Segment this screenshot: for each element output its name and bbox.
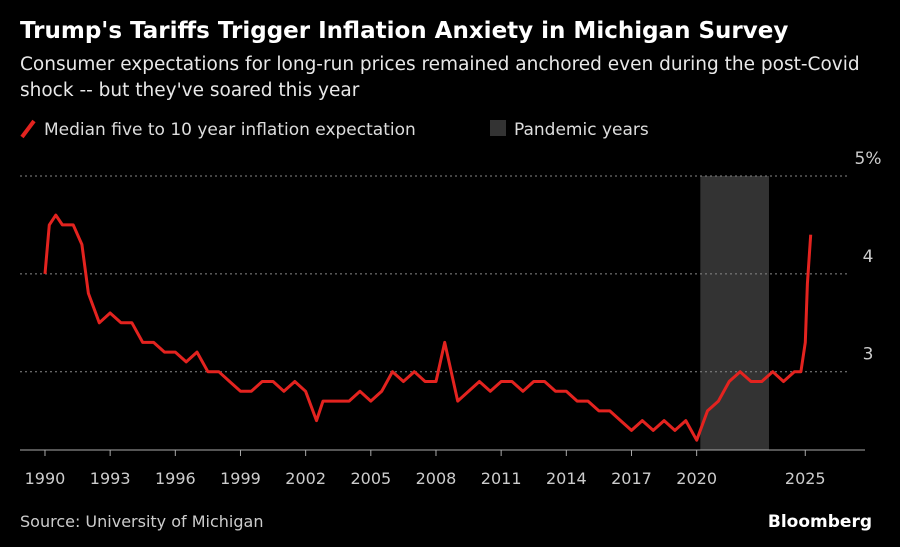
x-tick-label: 2002: [285, 469, 326, 488]
source: Source: University of Michigan: [20, 512, 263, 531]
y-tick-label: 3: [863, 345, 874, 365]
legend-label: Median five to 10 year inflation expecta…: [44, 120, 416, 140]
x-tick-label: 2008: [416, 469, 457, 488]
x-tick-label: 1990: [25, 469, 66, 488]
x-tick-label: 2014: [546, 469, 587, 488]
x-tick-label: 1996: [155, 469, 196, 488]
x-tick-label: 2020: [676, 469, 717, 488]
series-line: [43, 213, 813, 442]
x-tick-label: 2011: [481, 469, 522, 488]
legend-swatch: [20, 119, 36, 139]
legend-swatch: [490, 120, 506, 136]
x-tick-label: 2025: [785, 469, 826, 488]
x-tick-label: 1999: [220, 469, 261, 488]
y-tick-label: 5%: [855, 149, 882, 169]
brand: Bloomberg: [768, 512, 872, 532]
legend-label: Pandemic years: [514, 120, 649, 140]
pandemic-shade: [700, 176, 769, 450]
y-tick-label: 4: [863, 247, 874, 267]
chart-subtitle: Consumer expectations for long-run price…: [20, 54, 860, 101]
x-tick-label: 1993: [90, 469, 131, 488]
chart-title: Trump's Tariffs Trigger Inflation Anxiet…: [20, 18, 789, 44]
x-tick-label: 2017: [611, 469, 652, 488]
x-tick-label: 2005: [350, 469, 391, 488]
